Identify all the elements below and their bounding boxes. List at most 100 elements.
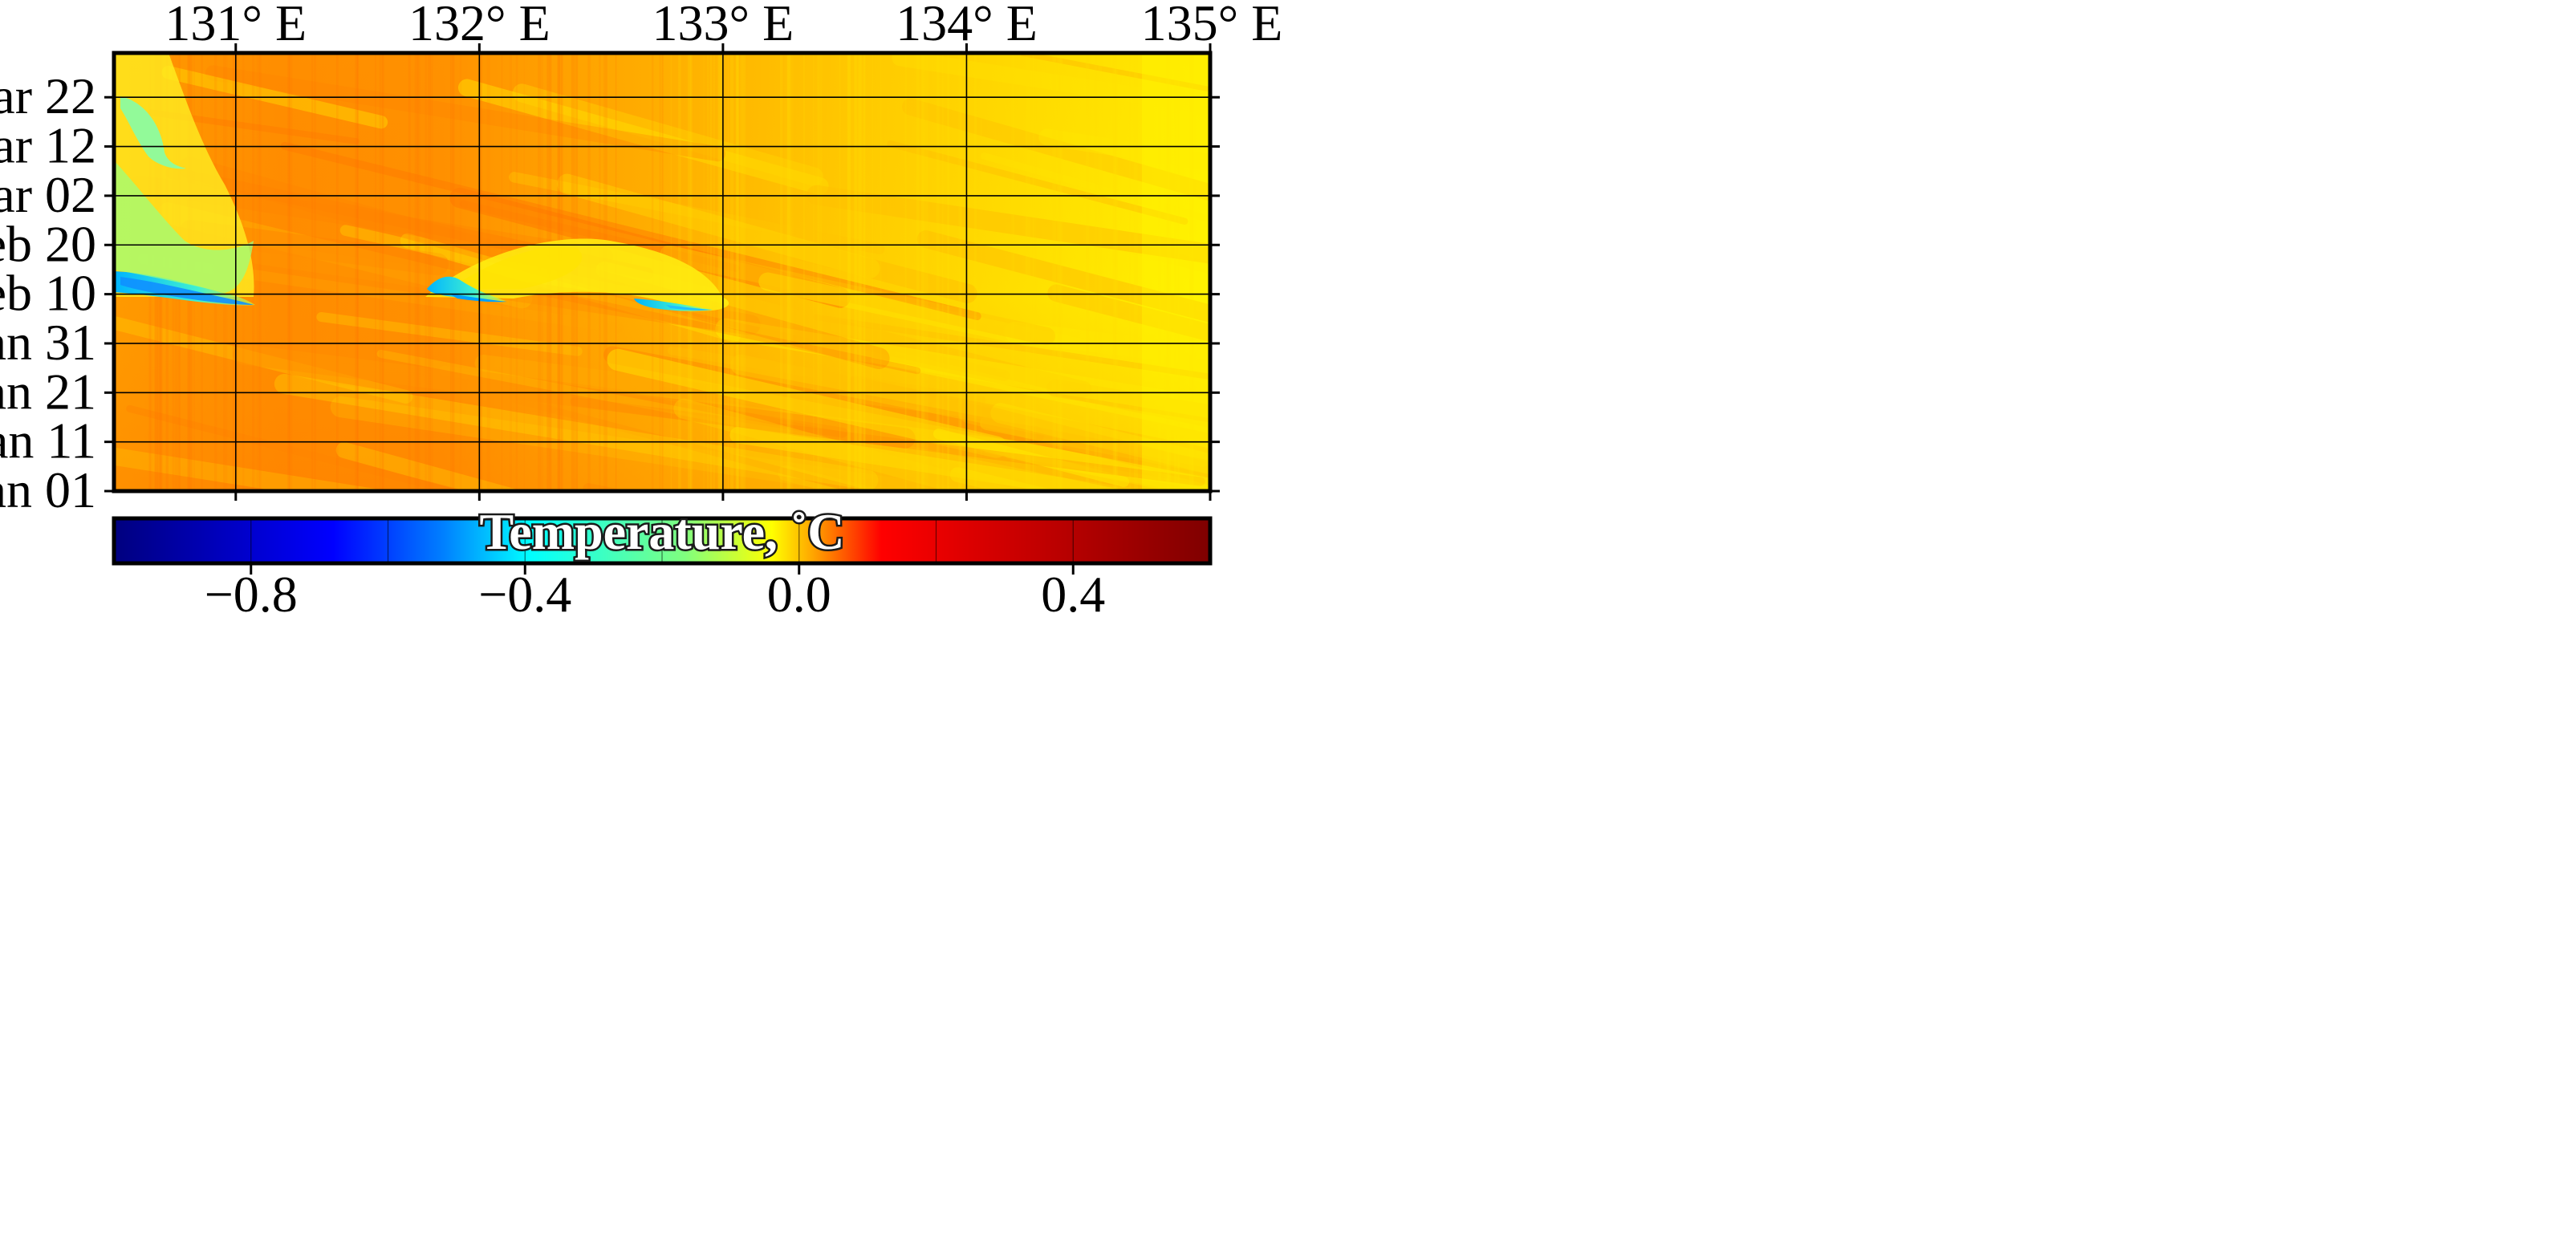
heatmap-stripe — [718, 53, 723, 491]
cold-tongue-mid — [427, 276, 506, 303]
heatmap-stripe — [880, 53, 882, 491]
heatmap-stripe — [311, 53, 314, 491]
heatmap-stripe — [727, 53, 729, 491]
x-tick-label: 131° E — [165, 0, 307, 51]
heatmap-streak — [509, 172, 885, 254]
heatmap-stripe — [742, 53, 746, 491]
heatmap-stripe — [1057, 53, 1062, 491]
heatmap-stripe — [819, 53, 823, 491]
heatmap-stripe — [920, 53, 925, 491]
heatmap-stripe — [790, 53, 794, 491]
heatmap-stripe — [1011, 53, 1014, 491]
heatmap-streak — [990, 403, 1210, 475]
heatmap-stripe — [1164, 53, 1168, 491]
heatmap-stripe — [942, 53, 944, 491]
heatmap-stripe — [252, 53, 255, 491]
heatmap-stripe — [355, 53, 358, 491]
heatmap-streak — [660, 245, 1055, 346]
colorbar-tick-label: −0.4 — [478, 566, 571, 623]
heatmap-stripe — [740, 53, 743, 491]
heatmap-streak — [1047, 284, 1210, 343]
heatmap-stripe — [314, 53, 316, 491]
y-tick-label: Mar 02 — [0, 166, 96, 223]
heatmap-stripe — [839, 53, 841, 491]
heatmap-streak — [114, 447, 391, 491]
heatmap-streak — [274, 373, 879, 490]
heatmap-streak — [1004, 321, 1210, 367]
heatmap-stripe — [258, 53, 262, 491]
heatmap-stripe — [336, 53, 339, 491]
heatmap-stripe — [713, 53, 715, 491]
heatmap-stripe — [1094, 53, 1098, 491]
heatmap-stripe — [921, 53, 924, 491]
grid-lines — [114, 53, 1210, 491]
heatmap-streak — [957, 400, 1210, 485]
heatmap-stripe — [459, 53, 462, 491]
heatmap-stripe — [786, 53, 790, 491]
heatmap-stripe — [356, 53, 360, 491]
colorbar-dividers — [250, 518, 1074, 563]
colorbar-tick-label: 0.4 — [1041, 566, 1105, 623]
heatmap-stripe — [904, 53, 907, 491]
heatmap-stripe — [736, 53, 738, 491]
heatmap-stripe — [1176, 53, 1180, 491]
colorbar-frame — [112, 516, 1213, 566]
heatmap-stripe — [709, 53, 713, 491]
heatmap-streak — [1019, 53, 1210, 92]
heatmap-stripe — [947, 53, 949, 491]
heatmap-streak — [729, 427, 1150, 491]
y-axis-left: Jan 01Jan 11Jan 21Jan 31Feb 10Feb 20Mar … — [0, 67, 1220, 518]
heatmap-stripe — [784, 53, 786, 491]
x-tick-label: 134° E — [896, 0, 1038, 51]
heatmap-stripe — [375, 53, 376, 491]
heatmap-stripe — [780, 53, 783, 491]
heatmap-streak — [316, 312, 583, 356]
y-tick-label: Jan 11 — [0, 412, 96, 469]
heatmap-stripe — [803, 53, 805, 491]
heatmap-streak — [1088, 232, 1210, 274]
y-tick-label: Jan 31 — [0, 314, 96, 371]
heatmap-stripe — [847, 53, 851, 491]
heatmap-stripe — [425, 53, 428, 491]
heatmap-stripe — [408, 53, 411, 491]
heatmap-stripe — [1112, 53, 1116, 491]
heatmap-stripe — [1158, 53, 1161, 491]
heatmap-stripe — [958, 53, 962, 491]
heatmap-streak — [457, 79, 829, 195]
heatmap-streak — [758, 272, 1210, 384]
heatmap-stripe — [1174, 53, 1176, 491]
heatmap-stripe — [859, 53, 862, 491]
heatmap-streak — [916, 230, 1210, 323]
heatmap-streak — [607, 348, 1008, 458]
x-axis-top: 131° E 132° E 133° E 134° E 135° E — [165, 0, 1282, 501]
heatmap-stripe — [1025, 53, 1027, 491]
x-tick-label: 135° E — [1141, 0, 1283, 51]
heatmap-streak — [778, 465, 887, 491]
heatmap-streak — [660, 387, 1168, 491]
y-tick-label: Mar 22 — [0, 67, 96, 124]
heatmap-stripe — [855, 53, 857, 491]
heatmap-stripe — [381, 53, 385, 491]
heatmap-streak — [511, 396, 873, 491]
heatmap-stripe — [1189, 53, 1193, 491]
heatmap-stripe — [863, 53, 866, 491]
heatmap-streak — [813, 314, 1210, 380]
heatmap-streak — [205, 65, 725, 162]
heatmap-stripe — [1085, 53, 1090, 491]
colorbar-ticks: −0.8 −0.4 0.0 0.4 — [205, 563, 1105, 623]
heatmap-stripe — [256, 53, 260, 491]
heatmap-stripe — [973, 53, 977, 491]
heatmap-streak — [1038, 128, 1210, 172]
heatmap-stripe — [1032, 53, 1034, 491]
cold-tongue-mid-core — [449, 294, 507, 303]
heatmap-stripe — [855, 53, 858, 491]
heatmap-stripe — [414, 53, 416, 491]
colorbar-title: Temperature, ˚C — [479, 503, 844, 560]
heatmap-stripe — [916, 53, 920, 491]
heatmap-stripe — [737, 53, 739, 491]
heatmap-stripe — [1026, 53, 1030, 491]
heatmap-stripe — [1059, 53, 1063, 491]
heatmap-stripe — [936, 53, 940, 491]
heatmap-streak — [557, 173, 880, 278]
